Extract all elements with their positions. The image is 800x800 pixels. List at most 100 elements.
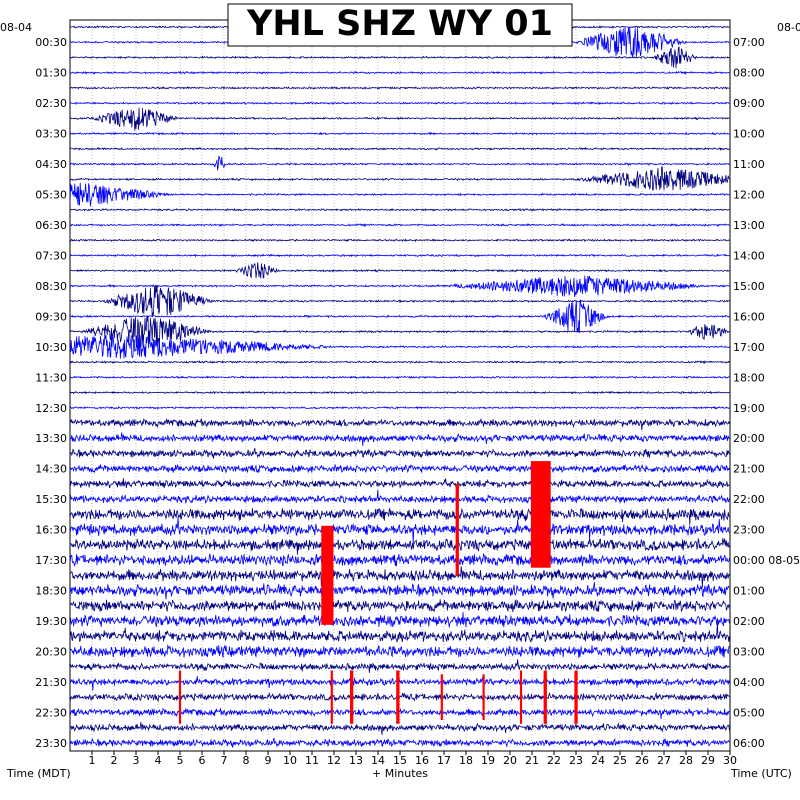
trace-row bbox=[69, 253, 730, 258]
clipped-event-mark bbox=[574, 670, 578, 724]
left-time-label: 17:30 bbox=[35, 554, 67, 567]
trace-row bbox=[69, 432, 730, 446]
left-time-label: 01:30 bbox=[35, 67, 67, 80]
x-tick-label: 8 bbox=[243, 754, 250, 767]
clipped-event-mark bbox=[519, 670, 523, 724]
x-tick-label: 28 bbox=[679, 754, 693, 767]
left-time-label: 02:30 bbox=[35, 97, 67, 110]
right-time-label: 09:00 bbox=[733, 97, 765, 110]
right-time-label: 13:00 bbox=[733, 219, 765, 232]
clipped-event-mark bbox=[455, 483, 459, 576]
left-time-label: 10:30 bbox=[35, 341, 67, 354]
trace-row bbox=[69, 131, 730, 136]
trace-row bbox=[69, 166, 730, 191]
left-time-label: 00:30 bbox=[35, 36, 67, 49]
x-tick-label: 6 bbox=[199, 754, 206, 767]
clip-layer bbox=[178, 461, 578, 724]
x-tick-label: 15 bbox=[393, 754, 407, 767]
trace-row bbox=[69, 146, 730, 151]
trace-row bbox=[69, 737, 730, 748]
trace-row bbox=[69, 359, 730, 365]
x-tick-label: 19 bbox=[481, 754, 495, 767]
right-time-labels: 07:00 08:00 09:00 10:00 11:00 12:00 13:00 14:00… bbox=[733, 36, 800, 750]
trace-row bbox=[69, 582, 730, 600]
right-time-label: 15:00 bbox=[733, 280, 765, 293]
x-tick-label: 27 bbox=[657, 754, 671, 767]
x-tick-label: 10 bbox=[283, 754, 297, 767]
right-time-label: 01:00 bbox=[733, 585, 765, 598]
trace-row bbox=[69, 448, 730, 459]
clipped-event-mark bbox=[440, 674, 443, 720]
left-time-label: 23:30 bbox=[35, 737, 67, 750]
left-time-label: 18:30 bbox=[35, 585, 67, 598]
clipped-event-mark bbox=[350, 670, 354, 724]
right-time-label: 04:00 bbox=[733, 676, 765, 689]
x-tick-label: 2 bbox=[111, 754, 118, 767]
right-time-label: 12:00 bbox=[733, 189, 765, 202]
left-time-label: 15:30 bbox=[35, 493, 67, 506]
x-tick-label: 22 bbox=[547, 754, 561, 767]
trace-row bbox=[69, 375, 730, 380]
right-time-label: 20:00 bbox=[733, 432, 765, 445]
trace-row bbox=[69, 299, 730, 333]
clipped-event-mark bbox=[178, 670, 182, 724]
x-tick-label: 18 bbox=[459, 754, 473, 767]
x-tick-label: 12 bbox=[327, 754, 341, 767]
right-time-label: 18:00 bbox=[733, 371, 765, 384]
x-tick-label: 24 bbox=[591, 754, 605, 767]
trace-row bbox=[69, 611, 730, 628]
trace-row bbox=[69, 507, 730, 525]
right-time-label: 06:00 bbox=[733, 737, 765, 750]
x-tick-label: 16 bbox=[415, 754, 429, 767]
clipped-event-mark bbox=[482, 674, 485, 720]
trace-row bbox=[69, 621, 730, 643]
right-time-label: 23:00 bbox=[733, 524, 765, 537]
trace-row bbox=[69, 207, 730, 212]
x-tick-label: 9 bbox=[265, 754, 272, 767]
left-time-label: 04:30 bbox=[35, 158, 67, 171]
right-time-label: 21:00 bbox=[733, 463, 765, 476]
trace-row bbox=[69, 537, 730, 555]
x-tick-label: 23 bbox=[569, 754, 583, 767]
right-time-label: 11:00 bbox=[733, 158, 765, 171]
trace-row bbox=[69, 182, 730, 207]
trace-row bbox=[69, 101, 730, 106]
left-time-labels: 00:30 01:30 02:30 03:30 04:30 05:30 06:30 07:30… bbox=[35, 36, 67, 750]
x-axis-label: + Minutes bbox=[372, 767, 428, 780]
trace-row bbox=[69, 45, 730, 69]
right-corner-label: 08-0 bbox=[777, 21, 800, 34]
x-tick-labels: 1 2 3 4 5 6 7 8 9 10 11 12 13 14 15 16 17 18 19 20 21 22 23 24 2… bbox=[89, 751, 737, 767]
left-time-label: 12:30 bbox=[35, 402, 67, 415]
left-time-label: 05:30 bbox=[35, 189, 67, 202]
x-tick-label: 1 bbox=[89, 754, 96, 767]
left-time-label: 11:30 bbox=[35, 371, 67, 384]
x-tick-label: 17 bbox=[437, 754, 451, 767]
left-time-label: 03:30 bbox=[35, 128, 67, 141]
right-time-label: 14:00 bbox=[733, 249, 765, 262]
trace-row bbox=[69, 70, 730, 75]
right-time-label: 00:00 08-05 bbox=[733, 554, 800, 567]
trace-row bbox=[69, 238, 730, 243]
left-time-label: 19:30 bbox=[35, 615, 67, 628]
trace-row bbox=[69, 334, 730, 359]
left-time-label: 09:30 bbox=[35, 310, 67, 323]
right-time-label: 05:00 bbox=[733, 706, 765, 719]
trace-row bbox=[69, 405, 730, 410]
right-time-label: 16:00 bbox=[733, 310, 765, 323]
clipped-event-mark bbox=[396, 670, 400, 724]
right-time-label: 10:00 bbox=[733, 128, 765, 141]
trace-layer bbox=[69, 25, 730, 748]
chart-title-box bbox=[227, 3, 573, 47]
x-tick-label: 4 bbox=[155, 754, 162, 767]
left-time-label: 14:30 bbox=[35, 463, 67, 476]
x-tick-label: 29 bbox=[701, 754, 715, 767]
trace-row bbox=[69, 463, 730, 474]
trace-row bbox=[69, 390, 730, 395]
right-time-label: 02:00 bbox=[733, 615, 765, 628]
left-time-label: 22:30 bbox=[35, 706, 67, 719]
trace-row bbox=[69, 489, 730, 505]
trace-row bbox=[69, 566, 730, 588]
x-tick-label: 13 bbox=[349, 754, 363, 767]
left-time-label: 08:30 bbox=[35, 280, 67, 293]
